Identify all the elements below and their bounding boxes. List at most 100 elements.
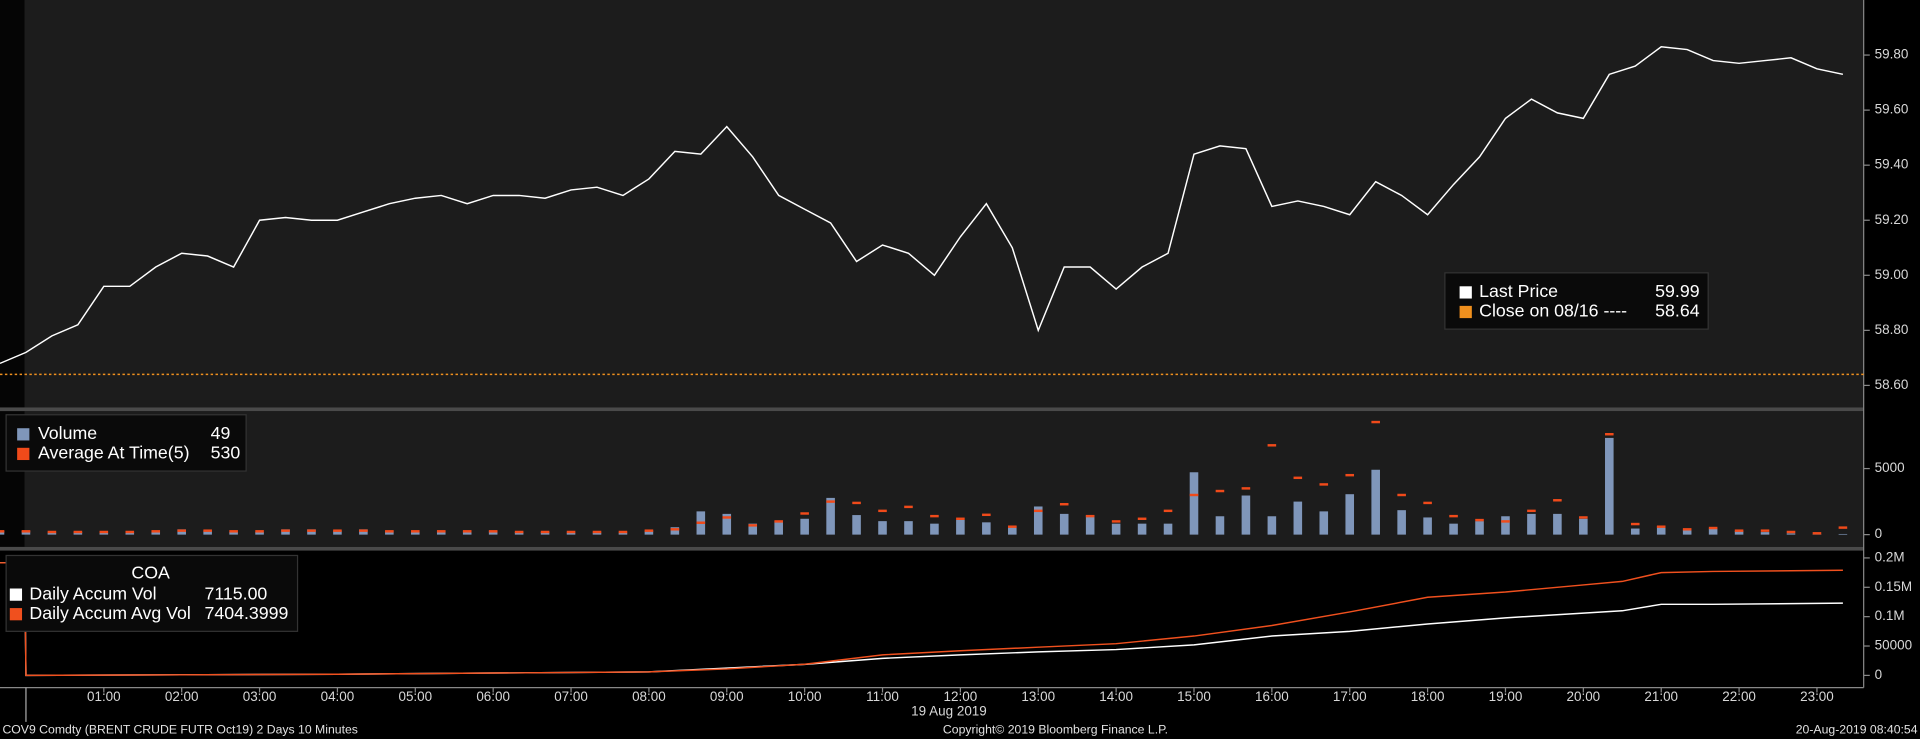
x-tick-label: 18:00 <box>1411 689 1445 704</box>
average-dash <box>359 529 368 532</box>
y-tick-label: 0.1M <box>1875 608 1905 623</box>
average-dash <box>99 530 109 534</box>
x-tick-label: 20:00 <box>1567 689 1601 704</box>
average-dash <box>462 530 472 533</box>
legend-label: Daily Accum Avg Vol <box>29 603 190 623</box>
volume-bar <box>982 522 991 535</box>
legend-swatch <box>17 428 30 441</box>
date-label: 19 Aug 2019 <box>911 704 987 719</box>
volume-bar <box>203 530 212 535</box>
volume-bar <box>1033 506 1043 535</box>
legend-label: Volume <box>38 423 97 443</box>
average-dash <box>1708 526 1718 530</box>
average-dash <box>488 530 498 533</box>
volume-bar <box>592 532 602 535</box>
legend-swatch <box>1459 305 1472 319</box>
series-line <box>0 562 1843 677</box>
y-tick-label: 59.80 <box>1875 47 1909 62</box>
volume-bar <box>1527 513 1536 535</box>
average-dash <box>566 530 576 534</box>
y-tick-label: 0.15M <box>1875 579 1912 594</box>
volume-bar <box>1345 494 1355 535</box>
volume-bar <box>774 521 783 535</box>
volume-bar <box>1085 515 1095 535</box>
average-dash <box>592 530 602 534</box>
y-tick-label: 5000 <box>1875 460 1905 475</box>
volume-bar <box>1137 523 1147 535</box>
volume-bar <box>73 531 83 535</box>
volume-bar <box>462 530 472 535</box>
average-dash <box>1215 489 1225 493</box>
volume-bar <box>904 521 913 535</box>
volume-bar <box>385 530 394 535</box>
x-tick-label: 07:00 <box>554 689 588 704</box>
volume-bar <box>281 529 290 535</box>
average-dash <box>203 529 212 532</box>
y-tick-label: 59.20 <box>1875 212 1909 227</box>
average-dash <box>1579 516 1588 519</box>
volume-bar <box>540 531 550 535</box>
x-tick-label: 01:00 <box>87 689 121 704</box>
volume-bar <box>1682 529 1692 535</box>
average-dash <box>1812 532 1822 535</box>
y-tick-label: 0 <box>1875 526 1882 541</box>
y-tick-label: 50000 <box>1875 638 1912 653</box>
volume-bar <box>333 530 342 535</box>
x-tick-label: 02:00 <box>165 689 199 704</box>
average-dash <box>1189 493 1199 497</box>
average-dash <box>722 516 732 519</box>
volume-bar <box>1267 516 1277 535</box>
volume-bar <box>1838 533 1848 535</box>
average-dash <box>852 501 861 505</box>
x-tick-label: 05:00 <box>398 689 432 704</box>
average-dash <box>281 529 290 532</box>
legend-label: Average At Time(5) <box>38 443 190 463</box>
panel-divider <box>0 546 1864 551</box>
legend-value: 49 <box>211 423 231 443</box>
volume-bar <box>618 532 628 535</box>
y-tick-label: 58.80 <box>1875 322 1909 337</box>
average-dash <box>1371 420 1380 424</box>
volume-bar <box>436 530 446 535</box>
average-dash <box>826 500 835 503</box>
volume-bar <box>956 519 965 535</box>
x-tick-label: 16:00 <box>1255 689 1289 704</box>
volume-bar <box>566 532 576 535</box>
average-dash <box>47 530 57 534</box>
panel-divider <box>0 407 1864 412</box>
average-dash <box>151 530 161 533</box>
volume-bar <box>177 529 186 535</box>
average-dash <box>1475 518 1484 522</box>
x-tick-label: 23:00 <box>1800 689 1834 704</box>
legend-swatch <box>1459 286 1472 299</box>
y-tick-label: 59.40 <box>1875 157 1909 172</box>
average-dash <box>411 530 420 533</box>
average-dash <box>1838 526 1848 529</box>
legend-value: 58.64 <box>1655 301 1700 321</box>
volume-bar <box>1008 526 1017 535</box>
average-dash <box>1085 514 1095 518</box>
volume-bar <box>878 521 887 535</box>
volume-bar <box>1630 528 1640 535</box>
legend-swatch <box>9 608 23 621</box>
average-dash <box>618 530 628 534</box>
volume-bar <box>1163 523 1173 535</box>
average-dash <box>73 530 83 534</box>
series-line <box>0 46 1844 365</box>
x-tick-label: 11:00 <box>866 689 899 704</box>
footer-right: 20-Aug-2019 08:40:54 <box>1796 723 1918 737</box>
volume-bar <box>748 523 758 535</box>
volume-bar <box>1605 437 1614 535</box>
legend-label: Daily Accum Vol <box>29 583 156 603</box>
volume-bar <box>1293 501 1303 535</box>
average-dash <box>1241 487 1251 490</box>
volume-bar <box>0 530 5 535</box>
average-dash <box>21 530 31 533</box>
volume-bar <box>826 497 835 535</box>
volume-bar <box>1734 530 1744 535</box>
volume-bar <box>1371 469 1380 535</box>
average-dash <box>1008 525 1017 528</box>
legend-title: COA <box>131 563 170 583</box>
legend-box <box>1444 272 1709 330</box>
average-dash <box>1267 444 1277 447</box>
